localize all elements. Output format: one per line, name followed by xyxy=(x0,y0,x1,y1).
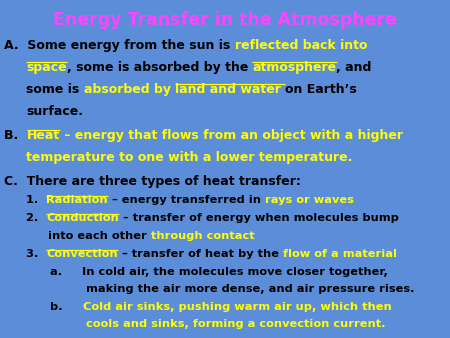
Text: Convection: Convection xyxy=(46,249,118,259)
Text: temperature to one with a lower temperature.: temperature to one with a lower temperat… xyxy=(26,151,352,164)
Text: – energy transferred in: – energy transferred in xyxy=(108,195,265,205)
Text: , and: , and xyxy=(337,61,372,74)
Text: B.: B. xyxy=(4,129,27,142)
Text: Conduction: Conduction xyxy=(46,213,119,223)
Text: on Earth’s: on Earth’s xyxy=(285,83,357,96)
Text: flow of a material: flow of a material xyxy=(283,249,397,259)
Text: Cold air sinks, pushing warm air up, which then: Cold air sinks, pushing warm air up, whi… xyxy=(83,302,392,312)
Text: C.  There are three types of heat transfer:: C. There are three types of heat transfe… xyxy=(4,175,301,188)
Text: land and water: land and water xyxy=(175,83,285,96)
Text: Radiation: Radiation xyxy=(46,195,108,205)
Text: 1.: 1. xyxy=(26,195,46,205)
Text: 3.: 3. xyxy=(26,249,46,259)
Text: b.: b. xyxy=(50,302,83,312)
Text: Heat: Heat xyxy=(27,129,60,142)
Text: surface.: surface. xyxy=(26,105,83,118)
Text: – transfer of heat by the: – transfer of heat by the xyxy=(118,249,283,259)
Text: rays or waves: rays or waves xyxy=(265,195,354,205)
Text: absorbed by: absorbed by xyxy=(84,83,175,96)
Text: reflected back into: reflected back into xyxy=(234,39,367,52)
Text: through contact: through contact xyxy=(151,231,254,241)
Text: Energy Transfer in the Atmosphere: Energy Transfer in the Atmosphere xyxy=(53,11,397,29)
Text: atmosphere: atmosphere xyxy=(252,61,337,74)
Text: A.  Some energy from the sun is: A. Some energy from the sun is xyxy=(4,39,234,52)
Text: space: space xyxy=(26,61,67,74)
Text: some is: some is xyxy=(26,83,84,96)
Text: cools and sinks, forming a convection current.: cools and sinks, forming a convection cu… xyxy=(86,319,386,329)
Text: 2.: 2. xyxy=(26,213,46,223)
Text: , some is absorbed by the: , some is absorbed by the xyxy=(67,61,252,74)
Text: a.     In cold air, the molecules move closer together,: a. In cold air, the molecules move close… xyxy=(50,267,388,277)
Text: making the air more dense, and air pressure rises.: making the air more dense, and air press… xyxy=(86,284,414,294)
Text: – transfer of energy when molecules bump: – transfer of energy when molecules bump xyxy=(119,213,399,223)
Text: into each other: into each other xyxy=(48,231,151,241)
Text: – energy that flows from an object with a higher: – energy that flows from an object with … xyxy=(60,129,403,142)
